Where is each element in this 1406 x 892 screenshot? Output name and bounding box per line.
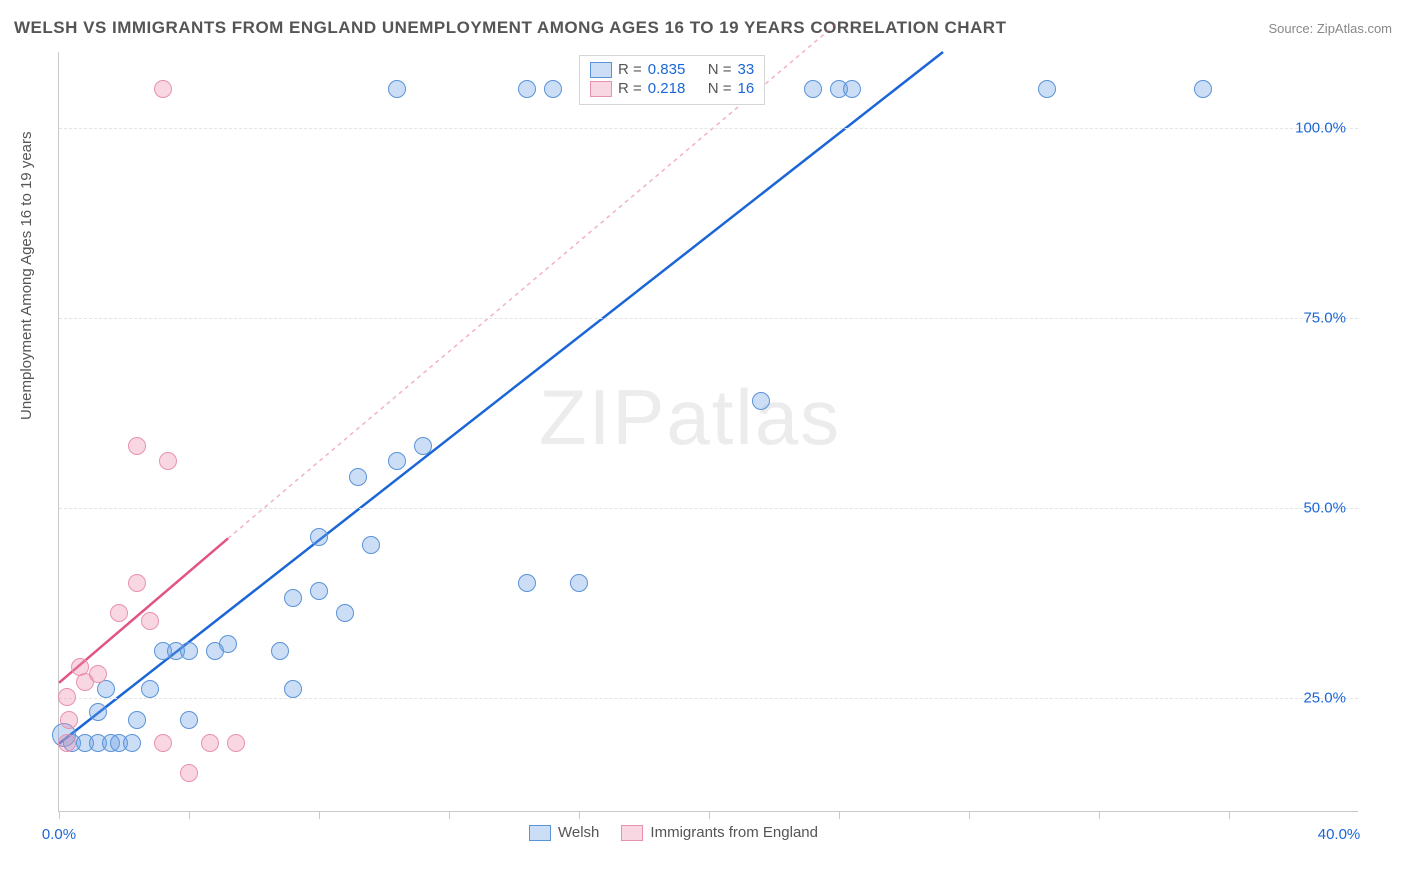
data-point [349, 468, 367, 486]
x-tick [1229, 811, 1230, 819]
data-point [388, 452, 406, 470]
data-point [362, 536, 380, 554]
data-point [154, 80, 172, 98]
data-point [97, 680, 115, 698]
data-point [310, 528, 328, 546]
data-point [128, 711, 146, 729]
data-point [110, 604, 128, 622]
legend-item: Welsh [529, 824, 599, 841]
x-tick [189, 811, 190, 819]
source-label: Source: ZipAtlas.com [1268, 21, 1392, 36]
data-point [159, 452, 177, 470]
legend-label: Immigrants from England [650, 824, 818, 841]
data-point [180, 764, 198, 782]
x-tick [579, 811, 580, 819]
r-value: 0.835 [648, 61, 702, 78]
gridline [59, 318, 1358, 319]
data-point [310, 582, 328, 600]
data-point [141, 612, 159, 630]
n-label: N = [708, 80, 732, 97]
x-tick [839, 811, 840, 819]
r-label: R = [618, 80, 642, 97]
data-point [128, 437, 146, 455]
chart-title: WELSH VS IMMIGRANTS FROM ENGLAND UNEMPLO… [14, 18, 1006, 38]
data-point [89, 703, 107, 721]
legend-row: R = 0.835 N = 33 [590, 60, 754, 79]
gridline [59, 698, 1358, 699]
legend-swatch [529, 825, 551, 841]
data-point [544, 80, 562, 98]
data-point [570, 574, 588, 592]
data-point [1194, 80, 1212, 98]
correlation-legend: R = 0.835 N = 33 R = 0.218 N = 16 [579, 55, 765, 105]
data-point [89, 665, 107, 683]
plot-area: ZIPatlas 25.0%50.0%75.0%100.0%0.0%40.0%R… [58, 52, 1358, 812]
data-point [388, 80, 406, 98]
gridline [59, 128, 1358, 129]
legend-row: R = 0.218 N = 16 [590, 79, 754, 98]
y-tick-label: 75.0% [1303, 310, 1346, 327]
data-point [141, 680, 159, 698]
legend-label: Welsh [558, 824, 599, 841]
y-tick-label: 25.0% [1303, 690, 1346, 707]
x-tick [709, 811, 710, 819]
x-tick [59, 811, 60, 819]
data-point [518, 80, 536, 98]
r-label: R = [618, 61, 642, 78]
y-tick-label: 50.0% [1303, 500, 1346, 517]
x-max-label: 40.0% [1318, 826, 1361, 843]
data-point [752, 392, 770, 410]
x-tick [1099, 811, 1100, 819]
x-min-label: 0.0% [42, 826, 76, 843]
data-point [219, 635, 237, 653]
n-label: N = [708, 61, 732, 78]
data-point [284, 589, 302, 607]
data-point [154, 734, 172, 752]
data-point [128, 574, 146, 592]
data-point [201, 734, 219, 752]
y-axis-label: Unemployment Among Ages 16 to 19 years [18, 131, 35, 420]
data-point [804, 80, 822, 98]
data-point [284, 680, 302, 698]
data-point [518, 574, 536, 592]
gridline [59, 508, 1358, 509]
data-point [58, 734, 76, 752]
n-value: 16 [738, 80, 755, 97]
data-point [271, 642, 289, 660]
x-tick [969, 811, 970, 819]
legend-swatch [621, 825, 643, 841]
y-tick-label: 100.0% [1295, 120, 1346, 137]
legend-item: Immigrants from England [621, 824, 818, 841]
data-point [180, 711, 198, 729]
legend-swatch [590, 62, 612, 78]
data-point [227, 734, 245, 752]
r-value: 0.218 [648, 80, 702, 97]
x-tick [449, 811, 450, 819]
data-point [71, 658, 89, 676]
data-point [58, 688, 76, 706]
data-point [180, 642, 198, 660]
data-point [336, 604, 354, 622]
x-tick [319, 811, 320, 819]
data-point [414, 437, 432, 455]
series-legend: Welsh Immigrants from England [529, 824, 818, 841]
data-point [123, 734, 141, 752]
n-value: 33 [738, 61, 755, 78]
data-point [1038, 80, 1056, 98]
data-point [60, 711, 78, 729]
data-point [843, 80, 861, 98]
trend-line [59, 52, 943, 744]
legend-swatch [590, 81, 612, 97]
